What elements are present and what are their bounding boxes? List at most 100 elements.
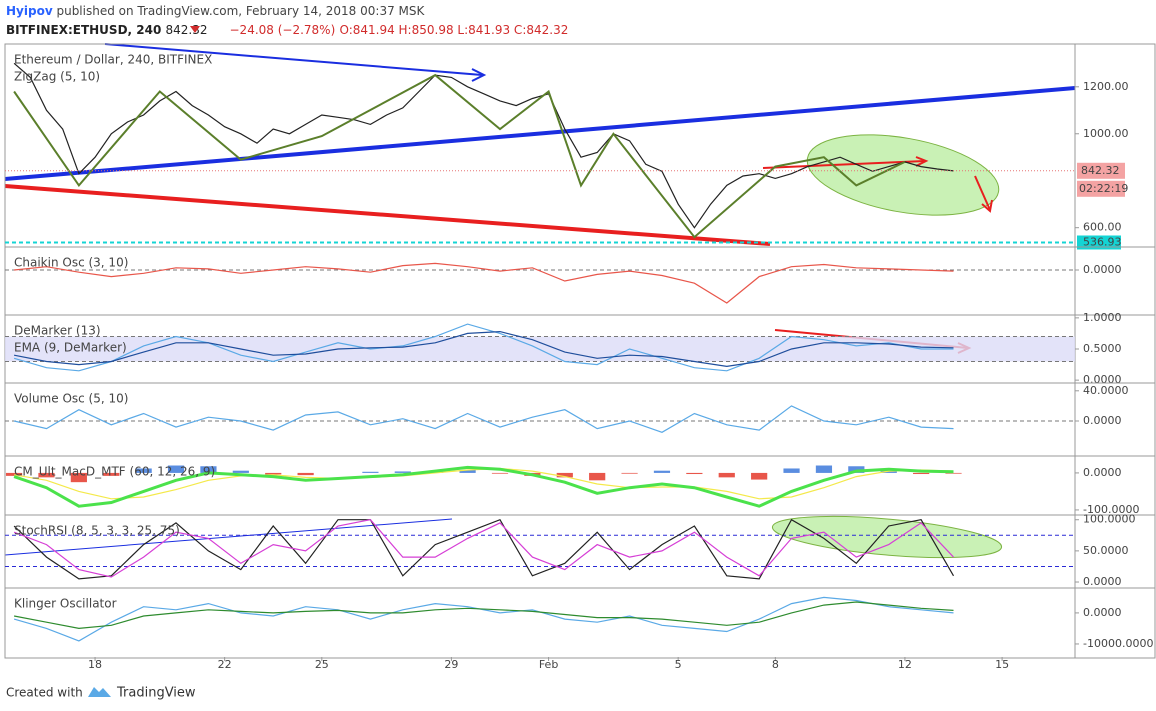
- histogram-bar: [621, 472, 638, 474]
- y-tick-label: 0.5000: [1083, 342, 1122, 355]
- x-tick-label: Feb: [539, 658, 558, 671]
- series-line: [13, 518, 955, 580]
- series-line: [13, 323, 954, 372]
- price-box: [1077, 162, 1125, 179]
- footer: Created with TradingView: [6, 686, 196, 701]
- histogram-bar: [70, 472, 87, 483]
- histogram-bar: [459, 469, 476, 473]
- histogram-bar: [265, 472, 282, 475]
- histogram-bar: [200, 466, 217, 473]
- pane-title: Klinger Oscillator: [14, 597, 117, 611]
- series-line: [13, 596, 954, 642]
- histogram-bar: [362, 471, 379, 473]
- y-tick-label: 1000.00: [1083, 127, 1129, 140]
- symbol-line: BITFINEX:ETHUSD, 240 842.32 −24.08 (−2.78…: [6, 23, 568, 37]
- x-tick-label: 22: [218, 658, 232, 671]
- histogram-bar: [135, 468, 152, 473]
- trendline: [4, 184, 771, 246]
- publish-line: Hyipov published on TradingView.com, Feb…: [6, 4, 425, 18]
- histogram-bar: [394, 471, 411, 473]
- histogram-bar: [686, 472, 703, 475]
- histogram-bar: [751, 472, 768, 480]
- histogram-bar: [232, 470, 249, 473]
- y-tick-label: 0.0000: [1083, 575, 1122, 588]
- histogram-bar: [5, 472, 23, 476]
- support-label: 536.93: [1083, 235, 1122, 248]
- pane-title: DeMarker (13): [14, 324, 101, 338]
- histogram-bar: [297, 472, 314, 476]
- histogram-bar: [589, 472, 606, 481]
- histogram-bar: [848, 466, 865, 473]
- pane-title: CM_Ult_MacD_MTF (60, 12, 26, 9): [14, 465, 215, 479]
- arrow-head: [471, 68, 487, 82]
- y-tick-label: 600.00: [1083, 221, 1122, 234]
- pane-title: ZigZag (5, 10): [14, 70, 100, 84]
- down-icon: [190, 26, 200, 33]
- series-line: [14, 262, 954, 304]
- trendline: [4, 86, 1076, 181]
- y-tick-label: 0.0000: [1083, 466, 1122, 479]
- series-line: [13, 73, 906, 239]
- trendline: [104, 43, 483, 76]
- x-tick-label: 25: [315, 658, 329, 671]
- author[interactable]: Hyipov: [6, 4, 53, 18]
- trendline: [762, 160, 926, 169]
- x-tick-label: 15: [995, 658, 1009, 671]
- y-tick-label: 40.0000: [1083, 384, 1129, 397]
- highlight-ellipse: [771, 515, 1003, 559]
- series-line: [13, 465, 954, 508]
- y-tick-label: 1200.00: [1083, 80, 1129, 93]
- histogram-bar: [945, 472, 962, 474]
- x-tick-label: 18: [88, 658, 102, 671]
- pane-title: StochRSI (8, 5, 3, 3, 25, 75): [14, 524, 180, 538]
- support-box: [1077, 235, 1121, 250]
- series-line: [13, 601, 954, 630]
- y-tick-label: 0.0000: [1083, 263, 1122, 276]
- y-tick-label: 50.0000: [1083, 544, 1129, 557]
- histogram-bar: [167, 465, 185, 473]
- y-tick-label: 100.0000: [1083, 513, 1136, 526]
- pane-title: EMA (9, DeMarker): [14, 341, 127, 355]
- series-line: [13, 62, 954, 229]
- symbol: BITFINEX:ETHUSD, 240: [6, 23, 161, 37]
- ohlc: O:841.94 H:850.98 L:841.93 C:842.32: [339, 23, 568, 37]
- x-tick-label: 12: [898, 658, 912, 671]
- x-tick-label: 8: [772, 658, 779, 671]
- logo: [88, 687, 111, 697]
- trendline: [4, 518, 453, 556]
- pane-title: Chaikin Osc (3, 10): [14, 256, 128, 270]
- y-tick-label: 1.0000: [1083, 311, 1122, 324]
- countdown: 02:22:19: [1079, 182, 1128, 195]
- arrow: [974, 175, 991, 211]
- pane-title: Ethereum / Dollar, 240, BITFINEX: [14, 53, 212, 67]
- histogram-bar: [556, 472, 573, 478]
- countdown-box: [1077, 180, 1125, 197]
- histogram-bar: [653, 470, 671, 473]
- trendlines: [4, 43, 1076, 556]
- last-price: 842.32: [1081, 164, 1120, 177]
- series-line: [13, 405, 954, 433]
- y-tick-label: -100.0000: [1083, 503, 1139, 516]
- series-line: [13, 519, 954, 578]
- histogram-bar: [103, 472, 120, 476]
- histogram-bar: [38, 472, 55, 478]
- histogram-bar: [913, 472, 930, 475]
- y-tick-label: 0.0000: [1083, 606, 1122, 619]
- created-with: Created with: [6, 686, 83, 700]
- pane-title: Volume Osc (5, 10): [14, 392, 128, 406]
- y-tick-label: 0.0000: [1083, 414, 1122, 427]
- x-tick-label: 29: [444, 658, 458, 671]
- arrow-head: [981, 199, 993, 213]
- histogram-bar: [718, 472, 735, 478]
- brand[interactable]: TradingView: [116, 686, 196, 701]
- y-tick-label: -10000.0000: [1083, 637, 1153, 650]
- histogram-bar: [815, 465, 833, 473]
- histogram-bar: [491, 472, 509, 474]
- price: 842.32: [166, 23, 208, 37]
- arrow-head: [915, 156, 929, 167]
- change: −24.08 (−2.78%): [230, 23, 336, 37]
- published: published on TradingView.com, February 1…: [56, 4, 425, 18]
- x-tick-label: 5: [675, 658, 682, 671]
